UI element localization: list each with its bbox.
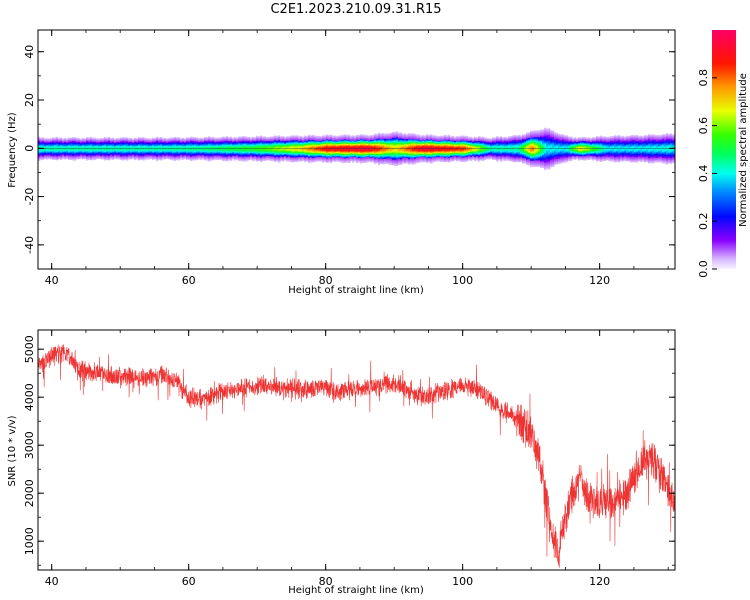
snr-plot-area: [38, 344, 675, 568]
colorbar-tick-label: 0.4: [697, 165, 710, 183]
spectrogram-xtick-label: 100: [452, 274, 473, 287]
snr-ytick-label: 3000: [23, 431, 36, 459]
snr-ylabel: SNR (10 * v/v): [7, 415, 18, 486]
snr-series-line: [38, 344, 675, 568]
spectrogram-ytick-label: 20: [23, 93, 36, 107]
snr-xtick-label: 120: [589, 575, 610, 588]
spectrogram-xtick-label: 60: [182, 274, 196, 287]
colorbar-ticks: 0.0 0.2 0.4 0.6 0.8: [697, 69, 717, 278]
spectrogram-xtick-label: 40: [45, 274, 59, 287]
snr-frame: [37, 329, 676, 571]
colorbar-label: Normalized spectral amplitude: [738, 73, 749, 227]
spectrogram-ytick-label: -20: [23, 188, 36, 206]
colorbar-tick-label: 0.0: [697, 260, 710, 278]
snr-ytick-label: 4000: [23, 383, 36, 411]
snr-ytick-label: 2000: [23, 479, 36, 507]
spectrogram-ridge: [38, 127, 675, 171]
snr-ytick-label: 5000: [23, 335, 36, 363]
colorbar-tick-label: 0.2: [697, 212, 710, 230]
snr-ytick-label: 1000: [23, 527, 36, 555]
spectrogram-ytick-label: 40: [23, 45, 36, 59]
colorbar-tick-label: 0.6: [697, 117, 710, 135]
snr-panel: 40 60 80 100 120 1000 2000 3000 4000 5000 Height …: [7, 329, 676, 596]
snr-xtick-label: 40: [45, 575, 59, 588]
spectrogram-ylabel: Frequency (Hz): [7, 112, 18, 188]
colorbar-tick-label: 0.8: [697, 69, 710, 87]
spectrogram-xtick-label: 120: [589, 274, 610, 287]
figure-title: C2E1.2023.210.09.31.R15: [270, 2, 441, 17]
snr-xlabel: Height of straight line (km): [288, 585, 424, 596]
snr-xtick-label: 80: [319, 575, 333, 588]
snr-xtick-label: 60: [182, 575, 196, 588]
snr-ticks: 40 60 80 100 120 1000 2000 3000 4000 5000: [23, 330, 675, 588]
spectrogram-xtick-label: 80: [319, 274, 333, 287]
spectrogram-xlabel: Height of straight line (km): [288, 285, 424, 296]
spectrogram-frame: [37, 29, 676, 270]
spectrogram-ticks: 40 60 80 100 120 -40 -20 0 20 40: [23, 30, 675, 287]
spectrogram-ytick-label: -40: [23, 236, 36, 254]
colorbar-gradient: [712, 30, 736, 269]
snr-xtick-label: 100: [452, 575, 473, 588]
spectrogram-ytick-label: 0: [23, 145, 36, 152]
spectrogram-panel: 40 60 80 100 120 -40 -20 0 20 40 Height of straig…: [7, 29, 676, 296]
colorbar: 0.0 0.2 0.4 0.6 0.8 Normalized spectral ampl…: [697, 30, 749, 278]
